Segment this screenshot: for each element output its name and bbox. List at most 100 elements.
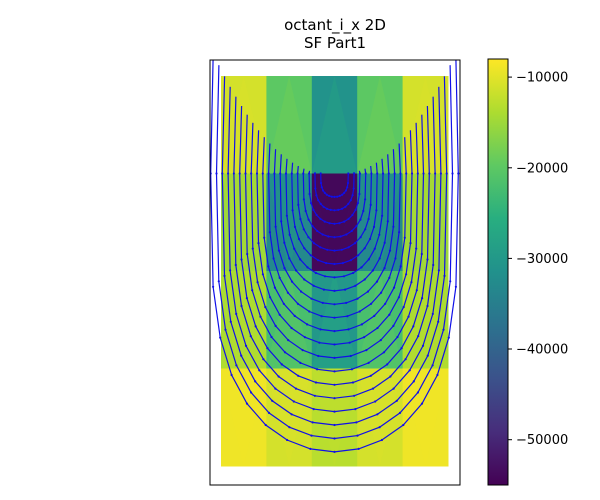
contour-point xyxy=(299,258,302,261)
contour-point xyxy=(319,217,322,220)
contour-point xyxy=(415,289,418,292)
contour-point xyxy=(258,369,261,372)
contour-point xyxy=(383,241,386,244)
contour-point xyxy=(437,269,440,272)
contour-point xyxy=(299,361,302,364)
contour-point xyxy=(246,252,249,256)
contour-point xyxy=(316,368,319,371)
mesh-heatmap xyxy=(221,76,449,467)
contour-point xyxy=(336,195,339,198)
contour-point xyxy=(283,241,286,244)
contour-point xyxy=(244,344,248,347)
contour-point xyxy=(288,426,291,429)
contour-point xyxy=(370,172,373,175)
contour-point xyxy=(398,231,401,234)
contour-point xyxy=(420,402,424,405)
contour-point xyxy=(384,302,387,305)
chart-title-line1: octant_i_x 2D xyxy=(284,16,386,35)
contour-point xyxy=(272,257,275,260)
contour-point xyxy=(264,305,267,309)
mesh-triangle xyxy=(266,173,312,271)
contour-point xyxy=(333,262,336,266)
contour-point xyxy=(352,187,355,190)
contour-point xyxy=(283,267,286,270)
contour-point xyxy=(245,297,248,300)
contour-point xyxy=(322,288,325,291)
contour-point xyxy=(262,358,265,361)
contour-point xyxy=(279,172,282,175)
contour-point xyxy=(274,324,277,327)
contour-point xyxy=(371,269,374,272)
contour-point xyxy=(363,247,366,250)
contour-point xyxy=(375,280,379,283)
chart-title-line2: SF Part1 xyxy=(304,34,366,52)
contour-point xyxy=(381,214,384,217)
contour-point xyxy=(404,358,407,361)
contour-point xyxy=(344,205,347,208)
contour-point xyxy=(375,209,378,212)
contour-point xyxy=(290,280,294,283)
mesh-triangle xyxy=(311,271,358,369)
plot-frame xyxy=(209,59,461,486)
contour-point xyxy=(309,447,312,450)
contour-point xyxy=(445,172,448,175)
contour-point xyxy=(355,421,358,424)
colorbar-tick-label: −20000 xyxy=(516,161,568,176)
contour-point xyxy=(333,437,336,440)
contour-point xyxy=(426,354,429,357)
contour-point xyxy=(392,324,395,327)
contour-point xyxy=(312,284,315,287)
contour-point xyxy=(315,213,318,217)
contour-point xyxy=(457,172,460,175)
contour-point xyxy=(292,400,295,403)
contour-point xyxy=(350,368,353,371)
contour-point xyxy=(373,247,376,250)
contour-point xyxy=(436,373,439,377)
contour-point xyxy=(293,314,296,317)
contour-point xyxy=(308,310,311,313)
contour-point xyxy=(338,222,341,225)
contour-point xyxy=(263,236,266,239)
contour-point xyxy=(344,288,347,291)
contour-point xyxy=(428,172,431,175)
contour-point xyxy=(333,249,336,252)
contour-point xyxy=(386,220,389,223)
contour-point xyxy=(274,387,277,390)
colorbar-tick-label: −50000 xyxy=(516,433,568,448)
contour-point xyxy=(311,225,314,228)
contour-point xyxy=(357,447,360,450)
contour-point xyxy=(299,217,302,221)
contour-point xyxy=(349,259,352,262)
contour-point xyxy=(287,339,290,342)
contour-point xyxy=(347,202,350,205)
contour-point xyxy=(333,222,336,225)
mesh-triangle xyxy=(402,368,448,466)
contour-point xyxy=(297,237,301,241)
contour-point xyxy=(323,191,326,194)
contour-point xyxy=(426,258,429,261)
contour-point xyxy=(266,347,269,350)
mesh-triangle xyxy=(311,368,358,466)
contour-point xyxy=(277,375,280,378)
contour-point xyxy=(372,225,376,228)
contour-point xyxy=(345,301,348,304)
contour-point xyxy=(410,281,413,284)
contour-lines xyxy=(210,60,460,453)
contour-point xyxy=(403,236,406,239)
contour-point xyxy=(379,339,382,342)
contour-point xyxy=(386,363,389,366)
contour-point xyxy=(358,192,361,196)
contour-point xyxy=(421,344,425,347)
contour-point xyxy=(321,233,324,236)
contour-point xyxy=(360,323,363,326)
contour-point xyxy=(320,186,323,189)
contour-point xyxy=(409,242,412,245)
contour-point xyxy=(333,356,336,359)
contour-point xyxy=(278,313,281,316)
mesh-triangle xyxy=(357,76,403,174)
contour-point xyxy=(314,187,317,190)
contour-point xyxy=(432,263,435,267)
contour-point xyxy=(369,203,372,206)
contour-point xyxy=(333,303,336,306)
contour-point xyxy=(240,354,243,357)
